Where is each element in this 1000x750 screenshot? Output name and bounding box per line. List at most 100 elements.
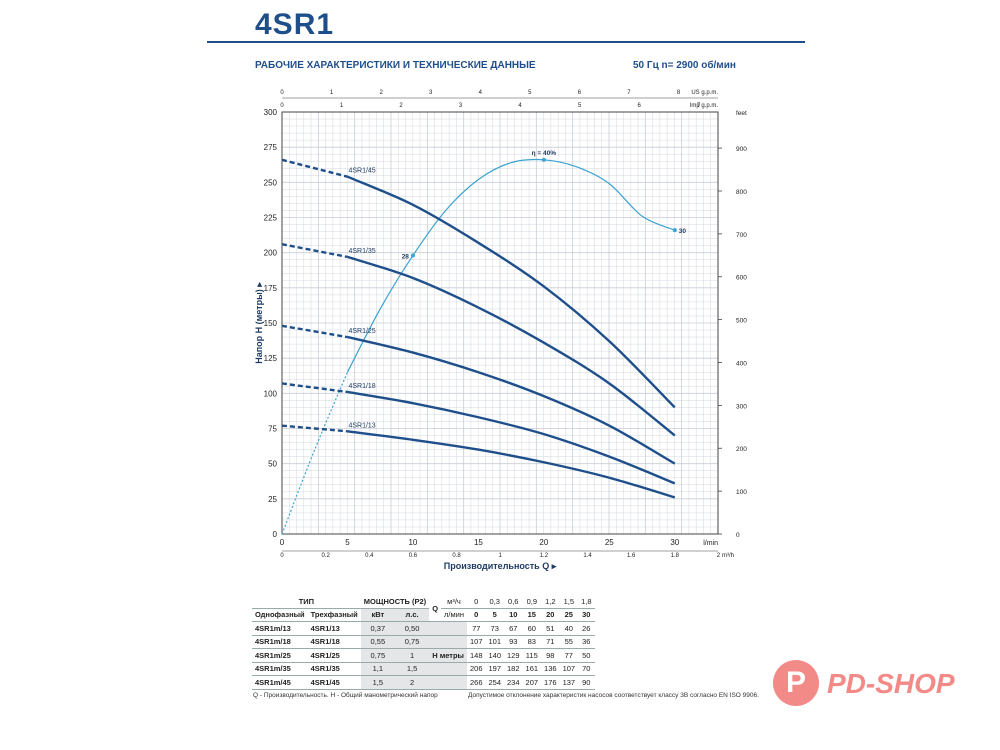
q-lmin-cell: 0 (466, 608, 486, 622)
us-tick-label: 0 (280, 90, 284, 96)
right-tick-label: 200 (736, 446, 747, 453)
table-q-m3h-unit: м³/ч (441, 595, 467, 609)
m3h-tick-label: 0.8 (452, 553, 461, 559)
series-label: 4SR1/45 (348, 168, 375, 175)
m3h-tick-label: 0.6 (409, 553, 418, 559)
right-tick-label: 800 (736, 189, 747, 196)
table-q-lmin-unit: л/мин (441, 608, 467, 622)
efficiency-point (541, 157, 546, 162)
model-three: 4SR1/25 (307, 648, 361, 663)
q-lmin-cell: 10 (504, 608, 523, 622)
imp-tick-label: 7 (697, 103, 701, 109)
x-tick-label: 10 (408, 538, 417, 547)
q-lmin-cell: 20 (541, 608, 560, 622)
x-tick-label: 25 (605, 538, 614, 547)
table-spacer (429, 675, 442, 690)
y-tick-label: 25 (268, 495, 277, 504)
right-tick-label: 500 (736, 318, 747, 325)
model-three: 4SR1/13 (307, 621, 361, 636)
imp-tick-label: 6 (637, 103, 641, 109)
head-cell: 254 (485, 675, 505, 690)
y-tick-label: 0 (273, 530, 278, 539)
head-cell: 26 (578, 621, 595, 636)
right-tick-label: 100 (736, 489, 747, 496)
logo-text: PD-SHOP (827, 668, 955, 699)
head-cell: 197 (485, 662, 505, 676)
x-axis-label: Производительность Q ▸ (444, 561, 557, 571)
x-tick-label: 20 (539, 538, 548, 547)
q-lmin-cell: 25 (559, 608, 579, 622)
y-tick-label: 225 (264, 214, 278, 223)
table-header-single: Однофазный (252, 608, 308, 622)
model-single: 4SR1m/45 (252, 675, 308, 690)
y-tick-label: 75 (268, 425, 277, 434)
head-cell: 60 (522, 621, 542, 636)
head-cell: 83 (522, 635, 542, 649)
head-cell: 71 (541, 635, 560, 649)
table-spacer (441, 621, 467, 636)
table-spacer (429, 621, 442, 636)
q-m3h-cell: 0,9 (522, 595, 542, 609)
right-tick-label: 0 (736, 532, 740, 539)
head-cell: 148 (466, 648, 486, 663)
m3h-tick-label: 0.2 (321, 553, 330, 559)
m3h-tick-label: 1.8 (671, 553, 680, 559)
x-tick-label: 30 (670, 538, 679, 547)
power-hp: 2 (394, 675, 430, 690)
imp-tick-label: 0 (280, 103, 284, 109)
right-tick-label: 400 (736, 360, 747, 367)
imp-unit: Imp g.p.m. (690, 103, 719, 109)
power-kw: 1,5 (360, 675, 395, 690)
y-tick-label: 175 (264, 284, 278, 293)
q-lmin-cell: 5 (485, 608, 505, 622)
q-m3h-cell: 1,2 (541, 595, 560, 609)
imp-tick-label: 5 (578, 103, 582, 109)
m3h-tick-label: 0.4 (365, 553, 374, 559)
table-header-three: Трехфазный (307, 608, 361, 622)
q-lmin-cell: 15 (522, 608, 542, 622)
y-tick-label: 300 (264, 108, 278, 117)
model-three: 4SR1/35 (307, 662, 361, 676)
m3h-tick-label: 1 (499, 553, 503, 559)
head-cell: 40 (559, 621, 579, 636)
chart-subtitle: РАБОЧИЕ ХАРАКТЕРИСТИКИ И ТЕХНИЧЕСКИЕ ДАН… (255, 60, 536, 71)
q-m3h-cell: 0,3 (485, 595, 505, 609)
table-header-power: МОЩНОСТЬ (P2) (360, 595, 430, 609)
head-cell: 77 (466, 621, 486, 636)
power-kw: 0,75 (360, 648, 395, 663)
head-cell: 67 (504, 621, 523, 636)
footnote-legend: Q - Производительность. H - Общий маноме… (253, 692, 438, 699)
footnote-tolerance: Допустимое отклонение характеристик насо… (468, 692, 759, 699)
head-cell: 93 (504, 635, 523, 649)
m3h-tick-label: 1.4 (583, 553, 592, 559)
table-header-type: ТИП (252, 595, 361, 609)
y-tick-label: 150 (264, 319, 278, 328)
efficiency-curve (346, 158, 676, 373)
imp-tick-label: 4 (518, 103, 522, 109)
right-tick-label: 900 (736, 146, 747, 153)
spec-table: ТИП МОЩНОСТЬ (P2) Q м³/ч 0 0,3 0,6 0,9 1… (252, 595, 595, 690)
plot-frame (281, 111, 719, 535)
series-label: 4SR1/35 (348, 248, 375, 255)
drop-icon: P (773, 660, 819, 706)
logo-letter: P (786, 666, 807, 699)
y-tick-label: 125 (264, 354, 278, 363)
head-cell: 50 (578, 648, 595, 663)
us-tick-label: 8 (677, 90, 681, 96)
head-cell: 115 (522, 648, 542, 663)
us-tick-label: 3 (429, 90, 433, 96)
table-spacer (441, 675, 467, 690)
pump-curve (346, 175, 676, 409)
y-axis-label: Напор H (метры) ▸ (254, 282, 264, 364)
x-tick-label: 15 (474, 538, 483, 547)
right-tick-label: 600 (736, 275, 747, 282)
table-header-kw: кВт (360, 608, 395, 622)
efficiency-point (672, 228, 677, 233)
table-row: 4SR1m/35 4SR1/35 1,1 1,5 206 197 182 161… (252, 662, 595, 676)
us-tick-label: 4 (479, 90, 483, 96)
table-header-hp: л.с. (394, 608, 430, 622)
head-cell: 107 (559, 662, 579, 676)
head-cell: 51 (541, 621, 560, 636)
us-tick-label: 5 (528, 90, 532, 96)
head-cell: 55 (559, 635, 579, 649)
